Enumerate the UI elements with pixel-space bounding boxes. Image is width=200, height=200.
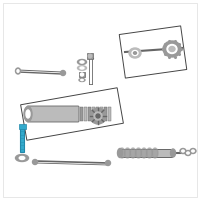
Ellipse shape	[16, 68, 21, 74]
Ellipse shape	[136, 148, 142, 158]
Ellipse shape	[180, 148, 186, 154]
Bar	[20, 128, 24, 152]
Ellipse shape	[78, 60, 86, 64]
Ellipse shape	[88, 54, 92, 58]
Ellipse shape	[132, 50, 138, 55]
Ellipse shape	[32, 160, 38, 164]
Ellipse shape	[94, 112, 102, 120]
Ellipse shape	[79, 78, 85, 82]
Ellipse shape	[19, 156, 25, 160]
Ellipse shape	[118, 148, 122, 158]
Bar	[80, 107, 83, 121]
Ellipse shape	[167, 45, 177, 53]
Ellipse shape	[78, 66, 86, 70]
Bar	[108, 107, 111, 121]
Ellipse shape	[152, 148, 158, 158]
Bar	[100, 107, 103, 121]
Ellipse shape	[190, 148, 196, 154]
Bar	[79, 72, 85, 77]
Ellipse shape	[185, 150, 191, 156]
Ellipse shape	[80, 61, 84, 63]
Ellipse shape	[106, 160, 110, 166]
Ellipse shape	[119, 148, 125, 158]
Ellipse shape	[129, 48, 141, 58]
FancyBboxPatch shape	[27, 106, 79, 122]
Ellipse shape	[24, 106, 32, 121]
Ellipse shape	[182, 150, 184, 152]
Ellipse shape	[130, 148, 136, 158]
Bar	[96, 107, 99, 121]
Polygon shape	[21, 88, 123, 140]
Ellipse shape	[90, 108, 106, 124]
Ellipse shape	[80, 73, 84, 76]
Ellipse shape	[80, 67, 84, 69]
Bar	[104, 107, 107, 121]
Ellipse shape	[60, 71, 66, 75]
Bar	[18, 124, 26, 129]
Ellipse shape	[17, 70, 19, 72]
Ellipse shape	[96, 114, 100, 118]
Ellipse shape	[81, 79, 83, 81]
Ellipse shape	[16, 154, 29, 162]
Bar	[84, 107, 87, 121]
Ellipse shape	[187, 152, 189, 154]
Bar	[88, 107, 91, 121]
Ellipse shape	[141, 148, 147, 158]
Bar	[87, 53, 93, 59]
Ellipse shape	[146, 148, 153, 158]
Ellipse shape	[134, 52, 136, 54]
Bar	[92, 107, 95, 121]
Ellipse shape	[26, 110, 30, 118]
Ellipse shape	[169, 46, 175, 51]
Ellipse shape	[170, 149, 176, 157]
Ellipse shape	[124, 148, 130, 158]
Ellipse shape	[163, 41, 181, 57]
Ellipse shape	[192, 150, 194, 152]
Polygon shape	[119, 26, 187, 78]
Bar	[120, 149, 172, 157]
